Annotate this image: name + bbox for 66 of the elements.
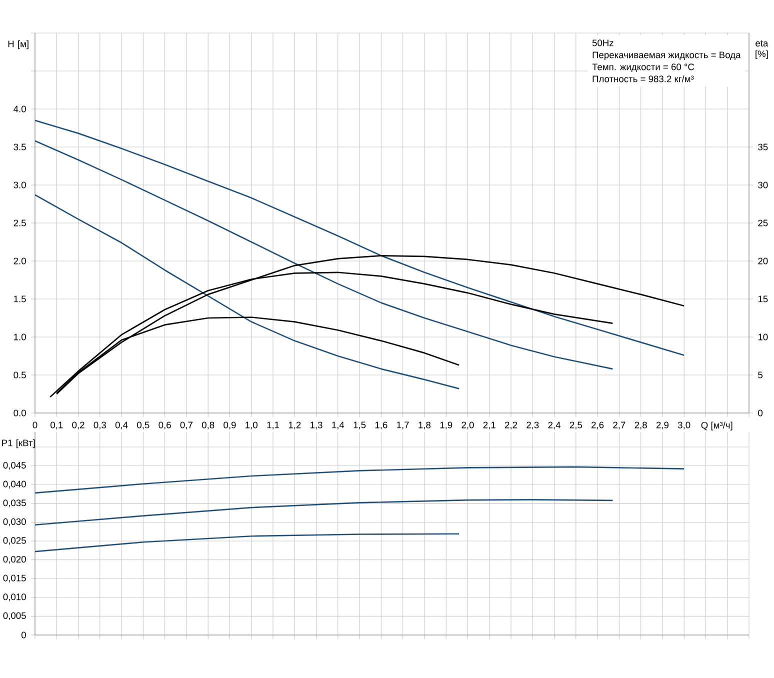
x-tick-label: 0: [32, 422, 38, 428]
y2-tick-label: 30: [758, 182, 768, 188]
y-tick-label: 0.5: [14, 372, 26, 378]
y2-tick-label: 20: [758, 258, 768, 264]
x-axis-title: Q [м³/ч]: [701, 422, 732, 430]
x-tick-label: 0,4: [115, 422, 128, 430]
y2-tick-label: 15: [758, 296, 768, 302]
y2-tick-label: 35: [758, 144, 768, 150]
y-axis-title: P1 [кВт]: [2, 439, 35, 448]
x-tick-label: 3,0: [678, 422, 690, 430]
y2-tick-label: 5: [758, 372, 763, 378]
x-tick-label: 0,6: [158, 422, 171, 430]
annotation: Плотность = 983.2 кг/м³: [592, 75, 694, 82]
x-tick-label: 2,3: [526, 422, 539, 430]
y-tick-label: 0,020: [3, 556, 26, 564]
x-tick-label: 2,0: [462, 422, 474, 430]
x-tick-label: 2,6: [592, 422, 604, 430]
annotation: Перекачиваемая жидкость = Вода: [592, 52, 741, 60]
y2-tick-label: 0: [758, 410, 763, 416]
y-tick-label: 0.0: [14, 410, 26, 416]
x-tick-label: 2,5: [570, 422, 582, 430]
x-tick-label: 0,5: [137, 422, 150, 430]
y-tick-label: 4.0: [14, 106, 26, 112]
y-tick-label: 0,010: [3, 594, 26, 602]
x-tick-label: 0,2: [72, 422, 84, 430]
y-tick-label: 1.0: [14, 334, 26, 340]
y-tick-label: 0,035: [3, 500, 26, 508]
y-tick-label: 2.0: [14, 258, 26, 264]
x-tick-label: 2,2: [504, 422, 518, 430]
x-tick-label: 0,3: [94, 422, 106, 430]
y-tick-label: 3.0: [14, 182, 26, 188]
x-tick-label: 1,9: [440, 422, 452, 430]
x-tick-label: 1,1: [267, 422, 280, 430]
y-tick-label: 0,040: [3, 480, 26, 488]
x-tick-label: 0,8: [202, 422, 214, 430]
x-tick-label: 2,7: [613, 422, 626, 430]
x-tick-label: 2,4: [548, 422, 560, 430]
annotation: Темп. жидкости = 60 °C: [592, 64, 694, 72]
x-tick-label: 1,4: [332, 422, 344, 430]
x-tick-label: 2,8: [634, 422, 647, 430]
y-tick-label: 2.5: [14, 220, 26, 226]
y-tick-label: 0,005: [3, 612, 26, 620]
x-tick-label: 1,0: [246, 422, 258, 430]
x-tick-label: 1,2: [288, 422, 301, 430]
x-tick-label: 1,5: [354, 422, 366, 430]
y2-axis-title: eta [%]: [756, 40, 768, 60]
y-tick-label: 0,045: [3, 462, 26, 470]
x-tick-label: 2,1: [483, 422, 496, 430]
y-tick-label: 0,015: [3, 574, 26, 582]
annotation: 50Hz: [592, 40, 614, 46]
x-tick-label: 1,6: [375, 422, 388, 430]
x-tick-label: 0,7: [180, 422, 192, 430]
y-axis-title: H [м]: [8, 40, 28, 50]
x-tick-label: 1,8: [418, 422, 431, 430]
y2-tick-label: 10: [758, 334, 768, 340]
y-tick-label: 3.5: [14, 144, 26, 150]
y-tick-label: 1.5: [14, 296, 26, 302]
x-tick-label: 2,9: [656, 422, 669, 430]
y-tick-label: 0,030: [3, 518, 26, 526]
x-tick-label: 1,3: [310, 422, 322, 430]
x-tick-label: 1,7: [397, 422, 409, 430]
y-tick-label: 0: [21, 632, 26, 638]
y-tick-label: 0,025: [3, 537, 26, 545]
y2-tick-label: 25: [758, 220, 768, 226]
x-tick-label: 0,9: [224, 422, 236, 430]
x-tick-label: 0,1: [50, 422, 63, 430]
